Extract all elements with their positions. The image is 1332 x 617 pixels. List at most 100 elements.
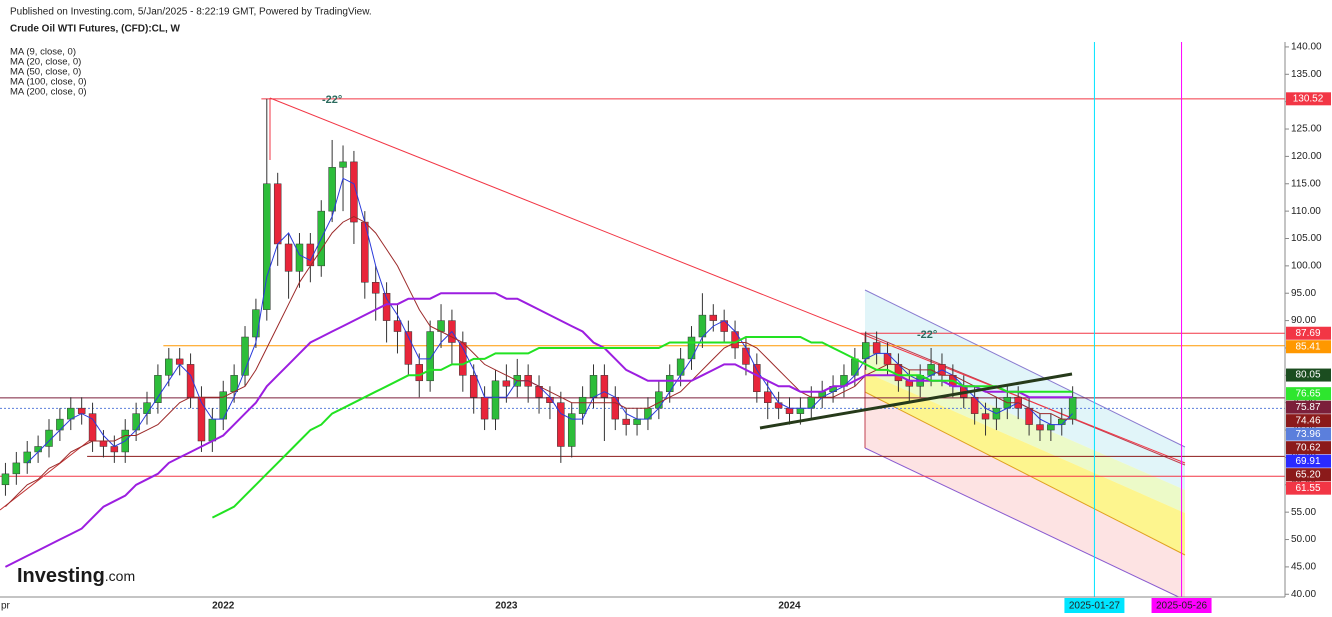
candle-body (165, 358, 173, 376)
y-tick-label: 95.00 (1291, 288, 1316, 299)
y-tick-label: 120.00 (1291, 151, 1322, 162)
candle-body (600, 375, 609, 398)
price-label: 85.41 (1295, 341, 1320, 352)
price-label: 80.05 (1295, 370, 1320, 381)
price-label: 73.96 (1295, 429, 1320, 440)
candle-body (415, 364, 423, 382)
candle-body (230, 375, 238, 392)
x-tick-label: 2022 (212, 601, 235, 612)
candle-body (77, 407, 86, 414)
channel-line (864, 289, 1186, 448)
trend-line (759, 372, 1073, 430)
chart-title: Crude Oil WTI Futures, (CFD):CL, W (10, 24, 181, 35)
candle-body (633, 418, 641, 425)
y-tick-label: 90.00 (1291, 315, 1316, 326)
channel-line (864, 391, 1186, 556)
price-label-box (1286, 481, 1331, 495)
y-tick-label: 140.00 (1291, 42, 1322, 53)
ma-line (211, 336, 1073, 519)
candle-body (273, 183, 282, 245)
candle-body (426, 331, 434, 382)
angle-label: -22° (322, 94, 342, 106)
candle-body (197, 396, 206, 442)
price-label: 65.20 (1295, 469, 1320, 480)
price-label-box (1286, 340, 1331, 354)
price-label: 61.55 (1295, 483, 1320, 494)
logo-suffix: .com (105, 568, 135, 584)
price-label: 74.46 (1295, 415, 1320, 426)
drawings (0, 97, 1186, 601)
plot (0, 42, 1285, 597)
candle-body (350, 161, 358, 223)
candle-body (731, 331, 739, 349)
price-label: 75.87 (1295, 402, 1320, 413)
price-label: 69.91 (1295, 456, 1320, 467)
y-tick-label: 45.00 (1291, 562, 1316, 573)
candle-body (851, 358, 859, 376)
candle-body (622, 418, 630, 425)
y-tick-label: 100.00 (1291, 261, 1322, 272)
candle-body (807, 396, 816, 409)
candle-body (883, 353, 892, 365)
y-tick-label: 105.00 (1291, 233, 1322, 244)
candle-body (644, 407, 652, 420)
logo: Investing.com (17, 565, 135, 587)
candle-body (763, 391, 772, 403)
candle-body (241, 336, 249, 376)
price-label: 87.69 (1295, 328, 1320, 339)
candle-body (339, 161, 347, 168)
price-label-box (1286, 441, 1331, 455)
legend: MA (9, close, 0)MA (20, close, 0)MA (50,… (10, 47, 87, 98)
trend-line (0, 439, 91, 511)
y-tick-label: 115.00 (1291, 178, 1321, 189)
candle-body (110, 446, 119, 453)
logo-text: Investing (17, 565, 105, 587)
candle-body (175, 358, 184, 365)
candle-body (1036, 424, 1044, 431)
x-tick-label: 2023 (495, 601, 518, 612)
legend-entry: MA (200, close, 0) (10, 87, 87, 98)
candle-body (557, 402, 565, 447)
candle-body (480, 396, 489, 420)
x-tick-label: 2025-01-27 (1069, 601, 1121, 612)
price-label-box (1286, 92, 1331, 106)
channel-line (864, 447, 1186, 601)
legend-entry: MA (50, close, 0) (10, 67, 81, 78)
y-tick-label: 40.00 (1291, 589, 1316, 600)
legend-entry: MA (9, close, 0) (10, 47, 76, 58)
candle-body (742, 347, 750, 365)
price-label: 130.52 (1293, 93, 1324, 104)
price-label-box (1286, 400, 1331, 414)
price-label-box (1286, 414, 1331, 428)
price-label-box (1286, 427, 1331, 441)
candle-body (785, 407, 794, 414)
x-tick-label: 2024 (778, 601, 801, 612)
candle-body (872, 342, 881, 354)
candle-body (328, 167, 336, 212)
candle-body (796, 407, 805, 414)
price-label-box (1286, 454, 1331, 468)
axes: 40.0045.0050.0055.0060.0065.0070.0075.00… (1, 42, 1331, 613)
candle-body (284, 243, 293, 272)
candle-body (295, 243, 304, 272)
candle-body (491, 380, 500, 420)
price-label: 76.65 (1295, 388, 1320, 399)
candle-body (45, 429, 53, 447)
candle-body (469, 375, 478, 398)
channel-band (865, 350, 1185, 513)
legend-entry: MA (100, close, 0) (10, 77, 87, 88)
candle-body (132, 413, 140, 431)
candle-body (1068, 396, 1077, 420)
candle-body (665, 375, 674, 392)
candle-body (567, 413, 576, 447)
angle-label: -22° (917, 329, 937, 341)
candle-body (687, 336, 696, 360)
candle-body (99, 440, 108, 447)
candle-body (698, 314, 707, 338)
candle-body (143, 402, 151, 414)
legend-entry: MA (20, close, 0) (10, 57, 81, 68)
price-label-box (1286, 468, 1331, 482)
trend-line (269, 97, 1186, 464)
y-tick-label: 125.00 (1291, 124, 1322, 135)
